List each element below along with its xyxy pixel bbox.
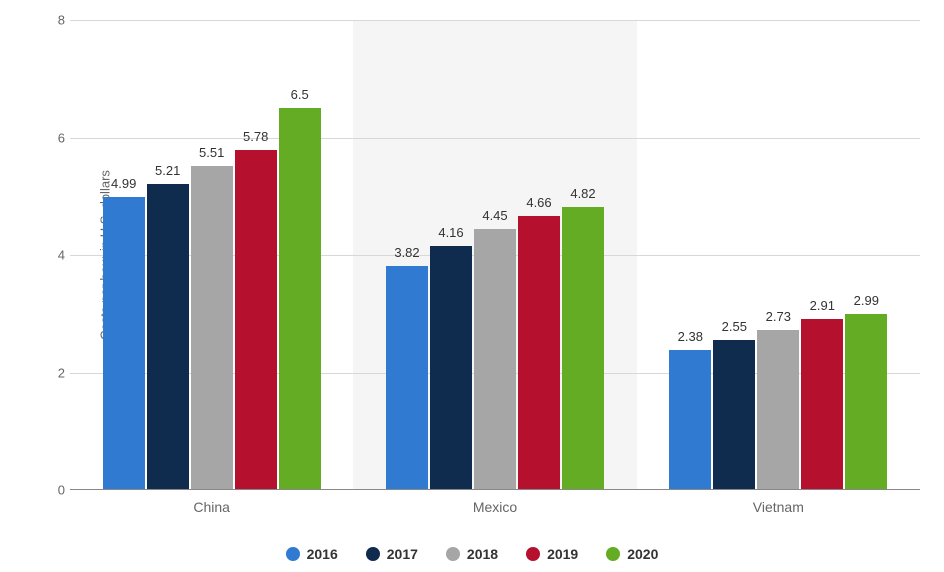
bar-value-label: 3.82 xyxy=(387,245,427,260)
legend-label: 2018 xyxy=(467,546,498,562)
legend: 2016 2017 2018 2019 2020 xyxy=(0,546,944,562)
legend-swatch xyxy=(286,547,300,561)
bar xyxy=(518,216,560,490)
bar-value-label: 4.45 xyxy=(475,208,515,223)
bar xyxy=(757,330,799,490)
bar xyxy=(669,350,711,490)
bar-value-label: 5.78 xyxy=(236,129,276,144)
bar xyxy=(562,207,604,490)
bar xyxy=(191,166,233,490)
y-tick-label: 2 xyxy=(40,365,65,380)
bar xyxy=(235,150,277,490)
bar-value-label: 2.55 xyxy=(714,319,754,334)
legend-item[interactable]: 2017 xyxy=(366,546,418,562)
legend-swatch xyxy=(606,547,620,561)
bar-value-label: 4.66 xyxy=(519,195,559,210)
bar-value-label: 5.21 xyxy=(148,163,188,178)
x-axis-line xyxy=(70,489,920,490)
y-tick-label: 0 xyxy=(40,483,65,498)
bar-value-label: 2.38 xyxy=(670,329,710,344)
plot-area: Costs per hour in U.S. dollars 024684.99… xyxy=(70,20,920,490)
chart-container: Costs per hour in U.S. dollars 024684.99… xyxy=(0,0,944,572)
bar-value-label: 4.99 xyxy=(104,176,144,191)
bar xyxy=(147,184,189,490)
bar-value-label: 4.16 xyxy=(431,225,471,240)
legend-item[interactable]: 2020 xyxy=(606,546,658,562)
bar-value-label: 5.51 xyxy=(192,145,232,160)
legend-swatch xyxy=(446,547,460,561)
legend-label: 2019 xyxy=(547,546,578,562)
x-tick-label: Vietnam xyxy=(753,499,804,515)
bar xyxy=(474,229,516,490)
legend-label: 2016 xyxy=(307,546,338,562)
bar-value-label: 2.73 xyxy=(758,309,798,324)
legend-label: 2020 xyxy=(627,546,658,562)
legend-item[interactable]: 2016 xyxy=(286,546,338,562)
legend-item[interactable]: 2019 xyxy=(526,546,578,562)
x-tick-label: China xyxy=(193,499,230,515)
bar-value-label: 4.82 xyxy=(563,186,603,201)
bar xyxy=(279,108,321,490)
y-tick-label: 6 xyxy=(40,130,65,145)
bar-value-label: 2.91 xyxy=(802,298,842,313)
bar xyxy=(801,319,843,490)
legend-item[interactable]: 2018 xyxy=(446,546,498,562)
legend-label: 2017 xyxy=(387,546,418,562)
bar xyxy=(103,197,145,490)
gridline xyxy=(70,20,920,21)
bar xyxy=(845,314,887,490)
bar xyxy=(713,340,755,490)
y-tick-label: 8 xyxy=(40,13,65,28)
legend-swatch xyxy=(366,547,380,561)
bar-value-label: 2.99 xyxy=(846,293,886,308)
gridline xyxy=(70,138,920,139)
y-tick-label: 4 xyxy=(40,248,65,263)
bar xyxy=(386,266,428,490)
bar-value-label: 6.5 xyxy=(280,87,320,102)
legend-swatch xyxy=(526,547,540,561)
bar xyxy=(430,246,472,490)
x-tick-label: Mexico xyxy=(473,499,517,515)
